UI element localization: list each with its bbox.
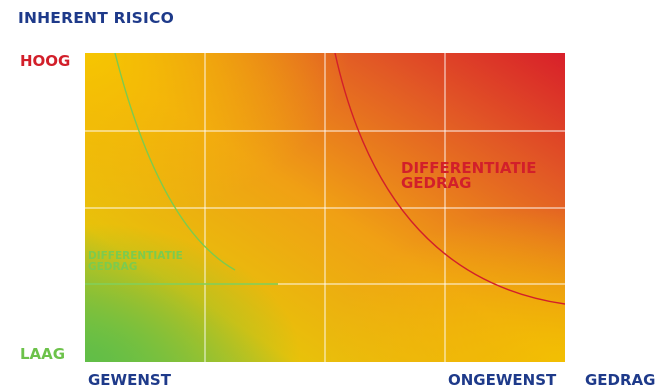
y-axis-low-label: LAAG (20, 345, 66, 363)
y-axis-high-label: HOOG (20, 52, 71, 70)
high-differentiation-label: DIFFERENTIATIE GEDRAG (401, 159, 537, 192)
risk-matrix-graphic (85, 53, 565, 362)
low-differentiation-curve (114, 53, 236, 271)
x-axis-title: GEDRAG (585, 371, 656, 389)
x-axis-left-label: GEWENST (88, 371, 171, 389)
low-differentiation-label: DIFFERENTIATIE GEDRAG (88, 250, 183, 273)
diagram-title: INHERENT RISICO (18, 9, 174, 27)
x-axis-right-label: ONGEWENST (448, 371, 557, 389)
high-differentiation-curve (334, 53, 565, 305)
risk-matrix: DIFFERENTIATIE GEDRAG DIFFERENTIATIE GED… (85, 53, 565, 362)
